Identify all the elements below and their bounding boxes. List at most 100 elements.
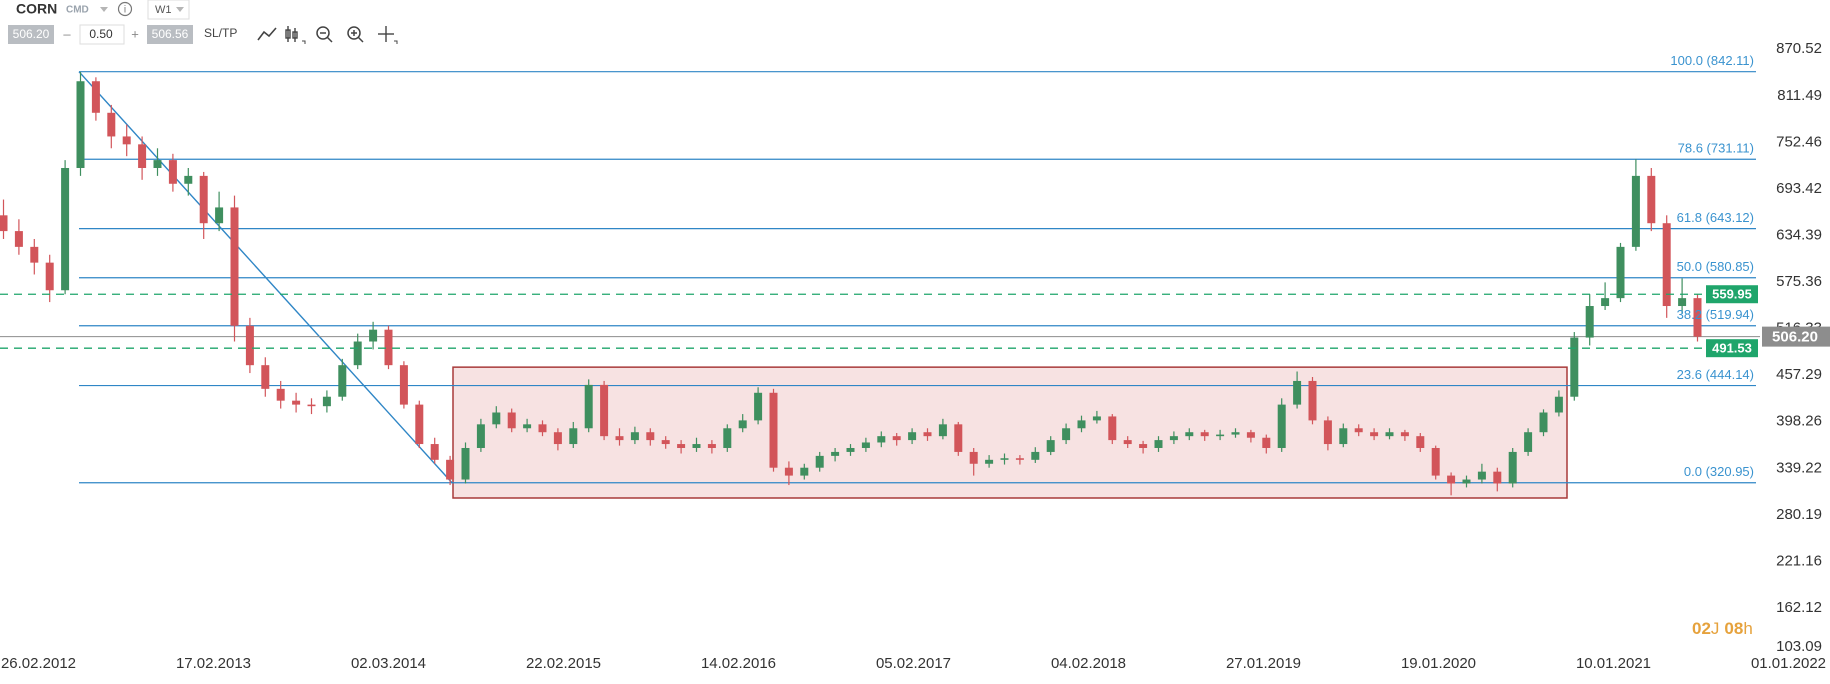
candle-body [1662, 223, 1671, 307]
minus[interactable]: – [63, 26, 71, 41]
candle-body [1554, 396, 1563, 413]
level-label: 491.53 [1712, 341, 1752, 356]
x-tick-label: 26.02.2012 [1, 655, 76, 672]
candle-body [569, 428, 578, 445]
market: CMD [66, 5, 89, 16]
candle-body [815, 455, 824, 468]
candle-body [1493, 471, 1502, 484]
candle-body [923, 432, 932, 437]
candle-body [800, 467, 809, 476]
candle-body [138, 144, 147, 168]
candle-body [1046, 440, 1055, 452]
candle-body [476, 424, 485, 448]
candle-body [461, 447, 470, 480]
fib-label: 23.6 (444.14) [1677, 367, 1754, 382]
current-price-label: 506.20 [1772, 329, 1818, 346]
zoom-in-icon[interactable] [347, 26, 364, 43]
candle-body [769, 392, 778, 468]
zoom-out-icon[interactable] [316, 26, 333, 43]
fib-label: 50.0 (580.85) [1677, 259, 1754, 274]
plus[interactable]: + [131, 26, 139, 41]
candle-body [1092, 416, 1101, 421]
countdown: 02J 08h [1692, 619, 1753, 638]
x-tick-label: 19.01.2020 [1401, 655, 1476, 672]
candle-body [1216, 434, 1225, 437]
candle-body [1293, 380, 1302, 405]
candle-body [1108, 416, 1117, 441]
candle-body [1647, 175, 1656, 224]
candle-body [831, 451, 840, 456]
countdown-hours: 08 [1724, 619, 1743, 638]
candle-body [1585, 306, 1594, 338]
y-tick-label: 339.22 [1776, 459, 1822, 476]
fib-label: 100.0 (842.11) [1670, 53, 1754, 68]
candle-body [1262, 437, 1271, 448]
candle-body [430, 444, 439, 460]
y-tick-label: 575.36 [1776, 273, 1822, 290]
candle-body [784, 467, 793, 476]
y-tick-label: 103.09 [1776, 638, 1822, 655]
overlay-layer: 100.0 (842.11) 78.6 (731.11) 61.8 (643.12)… [0, 53, 1830, 479]
sltp[interactable]: SL/TP [204, 26, 237, 40]
fib-label: 0.0 (320.95) [1684, 464, 1754, 479]
candle-body [1508, 451, 1517, 484]
candle-body [938, 424, 947, 437]
candle-body [1231, 432, 1240, 435]
dropdown-arrow[interactable] [100, 7, 108, 12]
volume-box[interactable] [79, 24, 125, 45]
x-tick-label: 10.01.2021 [1576, 655, 1651, 672]
candle-body [1370, 432, 1379, 437]
candle-body [892, 436, 901, 441]
ask-box[interactable] [147, 25, 193, 44]
candle-body [1200, 432, 1209, 437]
info-icon[interactable] [117, 1, 133, 17]
candle-body [1308, 380, 1317, 421]
crosshair-icon[interactable] [378, 26, 398, 44]
candle-body [199, 175, 208, 224]
x-tick-label: 14.02.2016 [701, 655, 776, 672]
candle-body [338, 365, 347, 397]
level-label-box [1706, 339, 1758, 358]
countdown-days-unit: J [1711, 619, 1720, 638]
candle-body [1154, 440, 1163, 448]
candle-body [245, 325, 254, 366]
bid: 506.20 [13, 27, 50, 41]
candle-body [707, 444, 716, 448]
candle-body [230, 207, 239, 326]
y-tick-label: 811.49 [1777, 87, 1822, 104]
current-price-box [1762, 326, 1830, 347]
candle-body [261, 365, 270, 389]
candle-body [846, 447, 855, 452]
candle-body [276, 388, 285, 401]
candle-body [630, 432, 639, 441]
line-chart-icon[interactable] [257, 27, 277, 41]
candle-body [91, 81, 100, 113]
candle-body [0, 215, 8, 232]
dropdown-arrow[interactable] [176, 7, 184, 12]
candle-body [1447, 475, 1456, 484]
candle-body [415, 404, 424, 445]
candle-icon[interactable] [285, 26, 306, 44]
candle-body [14, 231, 23, 247]
y-tick-label: 280.19 [1776, 506, 1822, 523]
candle-body [1000, 458, 1009, 460]
candle-body [738, 420, 747, 429]
y-tick-label: 870.52 [1776, 40, 1822, 57]
candle-body [1123, 440, 1132, 445]
candle-body [1169, 436, 1178, 441]
grid-layer: 870.52811.49752.46693.42634.39575.36516.… [0, 40, 1826, 672]
candle-body [1693, 298, 1702, 337]
candle-body [184, 175, 193, 184]
bid-box[interactable] [8, 25, 54, 44]
x-tick-label: 01.01.2022 [1751, 655, 1826, 672]
candle-body [1570, 337, 1579, 397]
candle-body [45, 262, 54, 291]
candle-body [1185, 432, 1194, 437]
candle-body [754, 392, 763, 421]
level-label: 559.95 [1712, 287, 1752, 302]
candle-body [1477, 471, 1486, 480]
candle-body [307, 404, 316, 407]
timeframe-box[interactable] [147, 0, 190, 20]
candle-body [1139, 444, 1148, 448]
